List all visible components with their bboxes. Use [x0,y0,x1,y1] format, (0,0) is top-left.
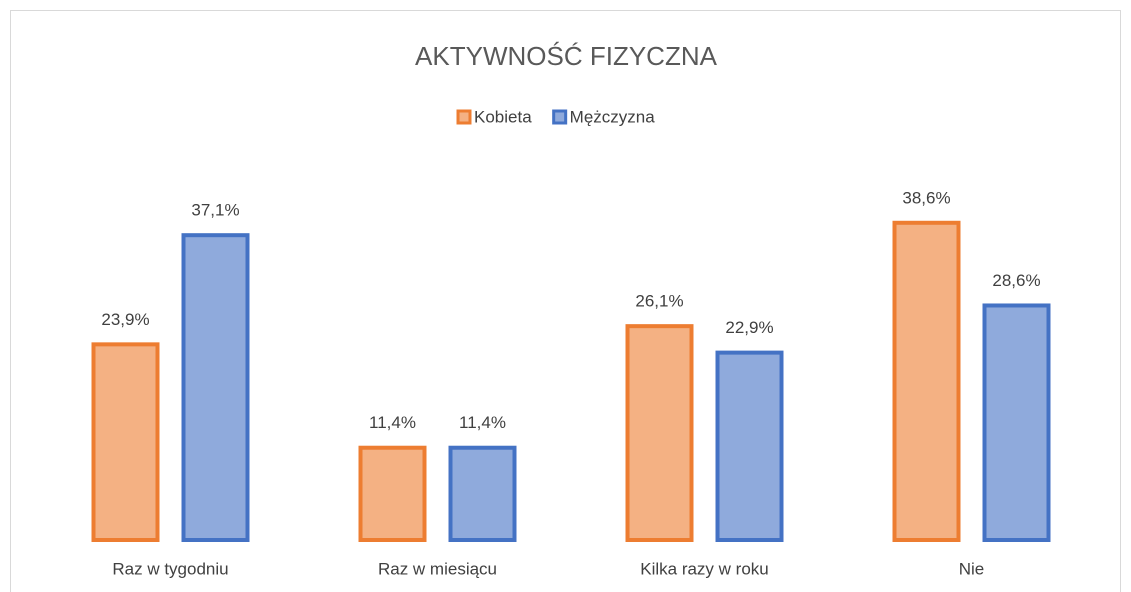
data-label: 26,1% [635,292,683,311]
bar [91,342,160,542]
bar [181,233,250,542]
bar [892,220,961,542]
bar [625,324,694,543]
chart-title: AKTYWNOŚĆ FIZYCZNA [415,41,718,71]
data-label: 11,4% [369,413,416,432]
bar [982,303,1051,542]
x-tick-label: Raz w tygodniu [112,559,228,578]
legend-swatch [456,109,472,125]
legend-label: Kobieta [474,107,532,126]
data-label: 37,1% [191,201,239,220]
x-tick-label: Kilka razy w roku [640,559,768,578]
bar [358,445,427,542]
legend-label: Mężczyzna [570,107,656,126]
legend-swatch [552,109,568,125]
data-label: 22,9% [725,318,773,337]
data-label: 11,4% [459,413,506,432]
data-label: 38,6% [902,188,950,207]
x-tick-label: Raz w miesiącu [378,559,497,578]
bar [715,350,784,542]
data-label: 23,9% [101,310,149,329]
data-label: 28,6% [992,271,1040,290]
bar [448,445,517,542]
x-tick-label: Nie [959,559,985,578]
